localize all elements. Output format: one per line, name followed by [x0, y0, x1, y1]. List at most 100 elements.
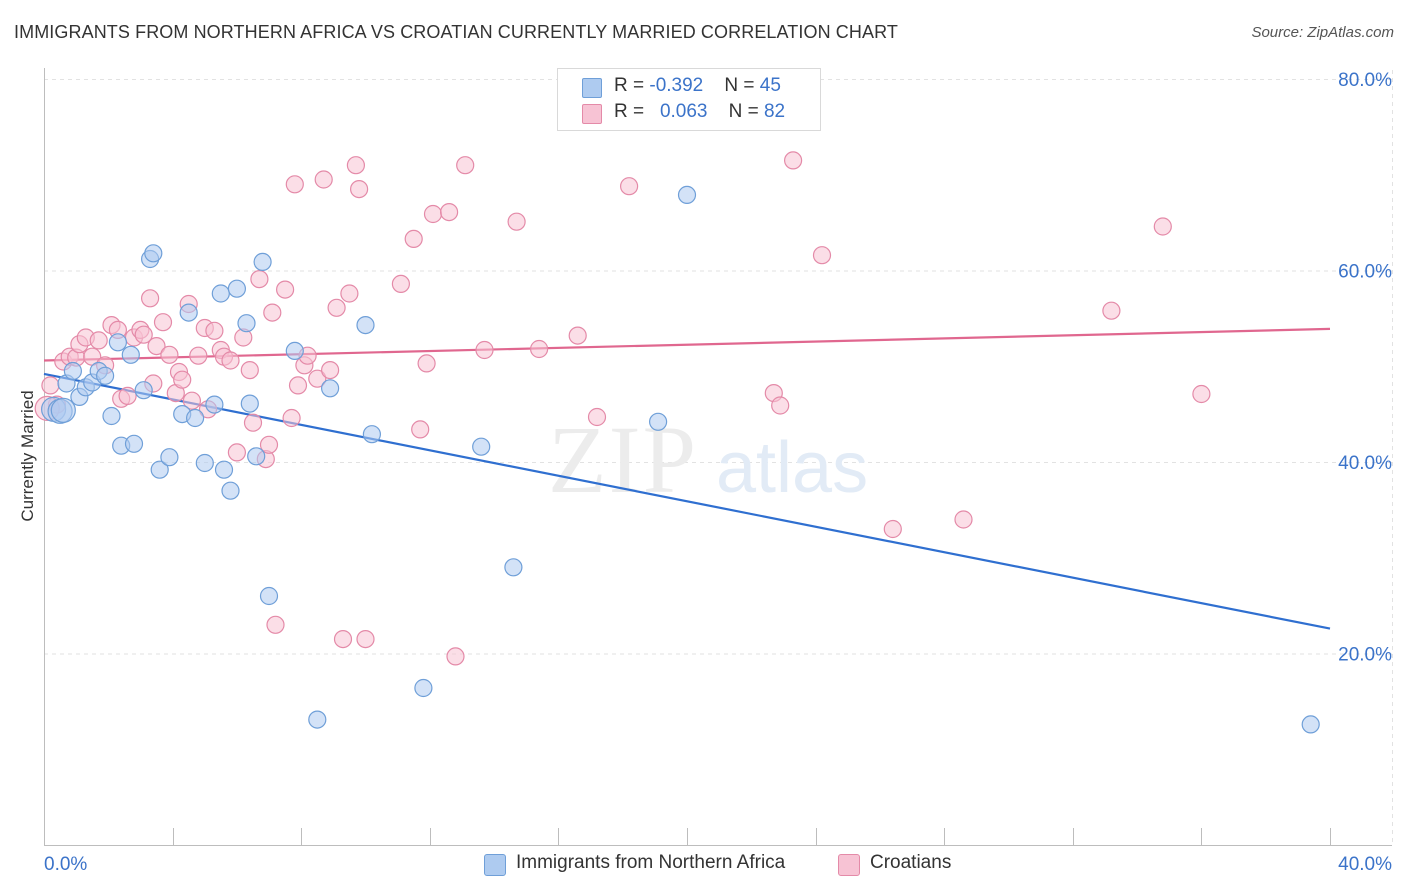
- immigrants-point: [214, 460, 234, 479]
- croatians-point: [288, 376, 308, 395]
- y-tick-label: 80.0%: [1338, 70, 1392, 91]
- legend-swatch-pink: [582, 104, 602, 124]
- croatians-point: [227, 443, 246, 462]
- croatians-point: [1102, 301, 1121, 320]
- legend-r-value: 0.063: [659, 101, 708, 122]
- correlation-legend: R = -0.392 N = 45 R = 0.063 N = 82: [557, 68, 821, 131]
- croatians-point: [89, 331, 108, 350]
- legend-n-value: 82: [763, 101, 786, 122]
- croatians-point: [587, 407, 607, 427]
- croatians-point: [282, 408, 301, 428]
- croatians-point: [954, 510, 973, 529]
- croatians-point: [812, 246, 832, 265]
- immigrants-point: [504, 558, 523, 577]
- croatians-point: [771, 396, 790, 415]
- croatians-point: [417, 354, 436, 373]
- immigrants-point: [179, 303, 198, 322]
- y-axis-label: Currently Married: [18, 390, 37, 522]
- immigrants-point: [362, 425, 381, 444]
- watermark-zip: ZIP: [548, 406, 698, 513]
- legend-label: Croatians: [870, 852, 952, 873]
- croatians-point: [243, 413, 263, 432]
- croatians-point: [321, 361, 340, 380]
- croatians-point: [1192, 384, 1211, 404]
- croatians-point: [391, 274, 410, 293]
- immigrants-point: [677, 185, 697, 204]
- croatians-point: [883, 519, 902, 539]
- croatians-point: [423, 204, 443, 224]
- croatians-point: [619, 177, 639, 196]
- legend-swatch-blue: [484, 854, 506, 876]
- croatians-point: [160, 345, 179, 364]
- immigrants-point: [205, 395, 224, 414]
- croatians-point: [173, 370, 192, 389]
- immigrants-point: [472, 437, 491, 456]
- watermark-atlas: atlas: [716, 428, 868, 508]
- croatians-point: [308, 369, 327, 388]
- croatians-point: [153, 313, 173, 332]
- immigrants-point: [227, 279, 246, 298]
- immigrants-point: [63, 361, 83, 381]
- croatians-point: [259, 435, 279, 454]
- croatians-point: [314, 170, 333, 189]
- immigrants-point: [50, 397, 76, 423]
- immigrants-point: [150, 460, 169, 479]
- croatians-point: [41, 376, 60, 395]
- x-tick-label: 0.0%: [44, 854, 87, 875]
- croatians-point: [411, 420, 430, 439]
- immigrants-point: [321, 379, 340, 398]
- croatians-point: [1153, 217, 1172, 236]
- axis-layer: [44, 68, 1392, 846]
- immigrants-point: [308, 710, 327, 729]
- croatians-point: [783, 151, 803, 170]
- y-tick-label: 60.0%: [1338, 262, 1392, 283]
- immigrants-point: [102, 406, 121, 426]
- legend-swatch-blue: [582, 78, 602, 98]
- immigrants-point: [144, 244, 163, 263]
- immigrants-point: [237, 314, 256, 333]
- immigrants-point: [186, 408, 205, 428]
- immigrants-point: [356, 316, 375, 335]
- croatians-point: [141, 289, 160, 308]
- croatians-point: [568, 326, 587, 345]
- croatians-point: [250, 270, 269, 289]
- legend-n-value: 45: [759, 75, 781, 96]
- croatians-point: [240, 361, 259, 380]
- legend-r-label: R =: [614, 75, 650, 96]
- immigrants-point: [1301, 715, 1320, 734]
- immigrants-point: [253, 252, 272, 271]
- croatians-trend-line: [43, 327, 1331, 362]
- croatians-point: [134, 325, 153, 344]
- croatians-point: [350, 180, 369, 199]
- immigrants-point: [160, 448, 179, 467]
- croatians-point: [507, 212, 526, 231]
- tick-label-layer: 20.0% 40.0% 60.0% 80.0% 0.0% 40.0%: [44, 70, 1392, 875]
- croatians-point: [221, 351, 240, 370]
- legend-label: Immigrants from Northern Africa: [516, 852, 786, 873]
- immigrants-point: [240, 394, 259, 413]
- croatians-point: [340, 284, 359, 303]
- croatians-point: [475, 340, 494, 360]
- immigrants-point: [195, 453, 214, 473]
- legend-n-label: N =: [728, 101, 764, 122]
- immigrants-point: [285, 341, 304, 360]
- immigrants-point: [108, 333, 128, 352]
- legend-n-label: N =: [724, 75, 760, 96]
- y-tick-label: 20.0%: [1338, 645, 1392, 666]
- immigrants-point: [211, 284, 230, 303]
- croatians-point: [285, 175, 304, 194]
- croatians-point: [327, 298, 346, 317]
- immigrants-point: [121, 345, 140, 364]
- croatians-point: [529, 339, 549, 359]
- croatians-point: [118, 386, 137, 405]
- croatians-point: [456, 156, 475, 175]
- croatians-point: [440, 203, 459, 222]
- legend-r-value: -0.392: [649, 75, 704, 96]
- legend-swatch-pink: [838, 854, 860, 876]
- chart-source: Source: ZipAtlas.com: [1251, 24, 1394, 41]
- legend-r-label: R =: [614, 101, 650, 122]
- croatians-point: [189, 346, 208, 365]
- immigrants-point: [259, 586, 279, 606]
- chart-title: IMMIGRANTS FROM NORTHERN AFRICA VS CROAT…: [14, 22, 898, 42]
